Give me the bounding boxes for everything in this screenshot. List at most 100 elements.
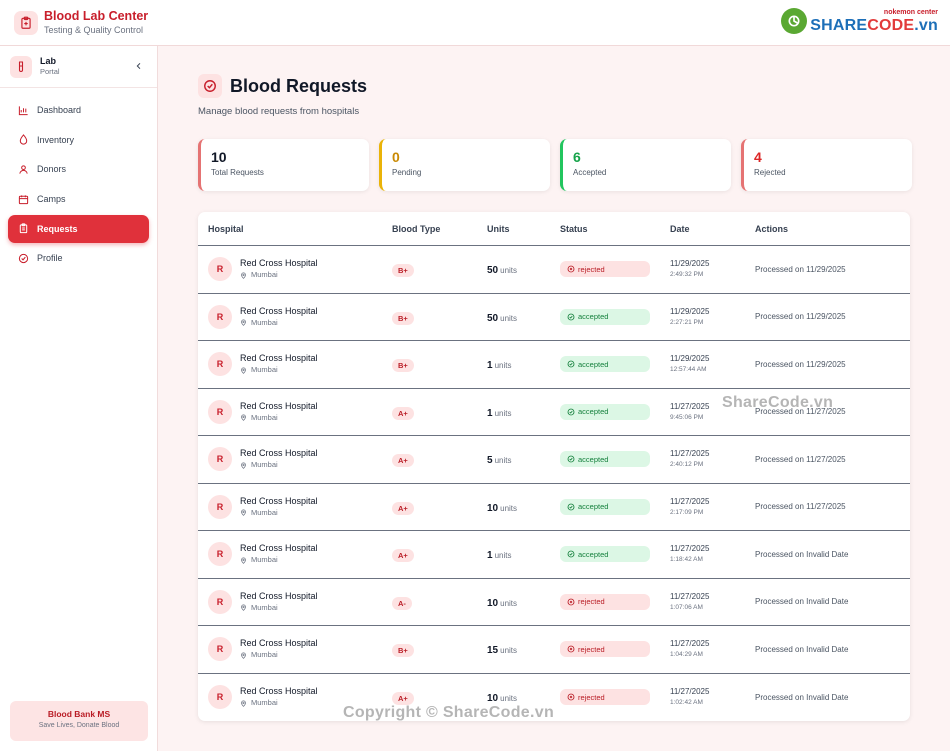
sidebar-item-requests[interactable]: Requests xyxy=(8,214,149,243)
sidebar-item-label: Profile xyxy=(37,253,63,264)
portal-header: Lab Portal xyxy=(0,46,157,88)
hospital-name: Red Cross Hospital xyxy=(240,448,318,459)
stat-label: Rejected xyxy=(754,168,786,177)
map-pin-icon xyxy=(241,272,246,279)
top-header: Blood Lab Center Testing & Quality Contr… xyxy=(0,0,950,46)
stat-value: 10 xyxy=(211,149,227,165)
table-header: Hospital Blood Type Units Status Date Ac… xyxy=(198,212,910,246)
units-value: 10 units xyxy=(477,688,550,706)
sidebar-item-label: Inventory xyxy=(37,134,75,145)
sidebar-item-label: Dashboard xyxy=(37,105,82,115)
test-tube-icon xyxy=(10,55,32,78)
units-number: 5 xyxy=(487,455,493,467)
blood-type-badge: B+ xyxy=(392,311,414,325)
map-pin-icon xyxy=(241,557,246,564)
status-badge: accepted xyxy=(560,403,650,420)
map-pin-icon xyxy=(241,652,246,659)
app-title: Blood Lab Center xyxy=(44,9,149,23)
hospital-name: Red Cross Hospital xyxy=(240,400,318,411)
check-circle-icon xyxy=(567,313,575,321)
status-badge: rejected xyxy=(560,641,650,658)
header-actions: Actions xyxy=(755,223,789,234)
action-text: Processed on 11/27/2025 xyxy=(755,454,846,464)
sidebar-item-dashboard[interactable]: Dashboard xyxy=(8,96,149,124)
units-value: 50 units xyxy=(477,260,550,278)
hospital-name: Red Cross Hospital xyxy=(240,258,318,269)
units-suffix: units xyxy=(500,503,518,513)
table-row[interactable]: R Red Cross Hospital Mumbai B+ 50 units a… xyxy=(198,294,910,341)
page-title: Blood Requests xyxy=(230,75,368,96)
table-row[interactable]: R Red Cross Hospital Mumbai A+ 10 units a… xyxy=(198,484,910,531)
table-row[interactable]: R Red Cross Hospital Mumbai B+ 15 units r… xyxy=(198,626,910,674)
units-value: 15 units xyxy=(477,640,550,658)
hospital-location: Mumbai xyxy=(240,269,318,281)
hospital-location: Mumbai xyxy=(240,364,318,376)
sidebar-item-donors[interactable]: Donors xyxy=(8,155,149,183)
collapse-sidebar-button[interactable] xyxy=(133,60,145,72)
header-blood-type: Blood Type xyxy=(392,223,441,234)
hospital-city: Mumbai xyxy=(251,650,278,660)
blood-type-badge: A+ xyxy=(392,454,414,468)
check-circle-icon xyxy=(567,550,575,558)
request-time: 12:57:44 AM xyxy=(670,366,707,374)
footer-title: Blood Bank MS xyxy=(47,709,111,719)
units-suffix: units xyxy=(494,551,512,561)
request-time: 2:27:21 PM xyxy=(670,318,704,326)
table-row[interactable]: R Red Cross Hospital Mumbai A+ 1 units ac… xyxy=(198,531,910,579)
map-pin-icon xyxy=(241,462,246,469)
action-text: Processed on Invalid Date xyxy=(755,549,849,559)
request-time: 1:02:42 AM xyxy=(670,699,703,707)
status-text: rejected xyxy=(578,597,605,607)
stat-pending: 0 Pending xyxy=(379,139,550,191)
map-pin-icon xyxy=(241,509,246,517)
hospital-city: Mumbai xyxy=(251,555,278,565)
units-suffix: units xyxy=(500,313,518,323)
table-row[interactable]: R Red Cross Hospital Mumbai A+ 1 units ac… xyxy=(198,389,910,436)
stat-value: 0 xyxy=(392,149,400,165)
footer-subtitle: Save Lives, Donate Blood xyxy=(38,722,120,729)
table-row[interactable]: R Red Cross Hospital Mumbai A+ 10 units r… xyxy=(198,674,910,722)
check-circle-icon xyxy=(567,360,575,368)
sidebar-item-camps[interactable]: Camps xyxy=(8,185,149,213)
units-number: 1 xyxy=(487,407,493,419)
hospital-location: Mumbai xyxy=(240,412,318,424)
hospital-city: Mumbai xyxy=(251,412,278,422)
units-value: 5 units xyxy=(477,450,550,468)
sidebar-item-profile[interactable]: Profile xyxy=(8,244,149,272)
check-circle-icon xyxy=(198,74,222,98)
header-units: Units xyxy=(487,223,510,234)
hospital-name: Red Cross Hospital xyxy=(240,305,318,316)
logo-tagline: nokemon center xyxy=(883,8,938,16)
stats-row: 10 Total Requests 0 Pending 6 Accepted 4… xyxy=(198,139,922,191)
table-row[interactable]: R Red Cross Hospital Mumbai A+ 5 units ac… xyxy=(198,436,910,484)
app-subtitle: Testing & Quality Control xyxy=(44,25,144,35)
units-number: 10 xyxy=(487,597,499,609)
sidebar-item-inventory[interactable]: Inventory xyxy=(8,126,149,154)
table-row[interactable]: R Red Cross Hospital Mumbai B+ 1 units ac… xyxy=(198,341,910,389)
table-row[interactable]: R Red Cross Hospital Mumbai B+ 50 units r… xyxy=(198,246,910,294)
table-row[interactable]: R Red Cross Hospital Mumbai A- 10 units r… xyxy=(198,579,910,626)
action-text: Processed on 11/29/2025 xyxy=(755,359,846,369)
blood-type-badge: B+ xyxy=(392,264,414,278)
units-suffix: units xyxy=(494,361,512,371)
request-date: 11/27/2025 xyxy=(670,639,710,649)
hospital-location: Mumbai xyxy=(240,317,318,329)
avatar: R xyxy=(208,589,232,614)
status-text: accepted xyxy=(578,407,609,417)
request-time: 2:17:09 PM xyxy=(670,508,704,516)
calendar-icon xyxy=(17,193,29,205)
blood-type-badge: A+ xyxy=(392,406,414,420)
map-pin-icon xyxy=(241,604,246,612)
check-circle-icon xyxy=(17,252,29,264)
x-circle-icon xyxy=(567,598,575,606)
action-text: Processed on 11/29/2025 xyxy=(755,312,846,322)
logo-text: SHARECODE.vn xyxy=(810,17,938,34)
avatar: R xyxy=(208,304,232,329)
map-pin-icon xyxy=(241,319,246,327)
action-text: Processed on 11/27/2025 xyxy=(755,407,846,417)
units-value: 1 units xyxy=(477,403,550,421)
droplet-icon xyxy=(17,134,29,146)
avatar: R xyxy=(208,257,232,282)
status-badge: rejected xyxy=(560,689,650,706)
portal-subtitle: Portal xyxy=(40,67,60,76)
